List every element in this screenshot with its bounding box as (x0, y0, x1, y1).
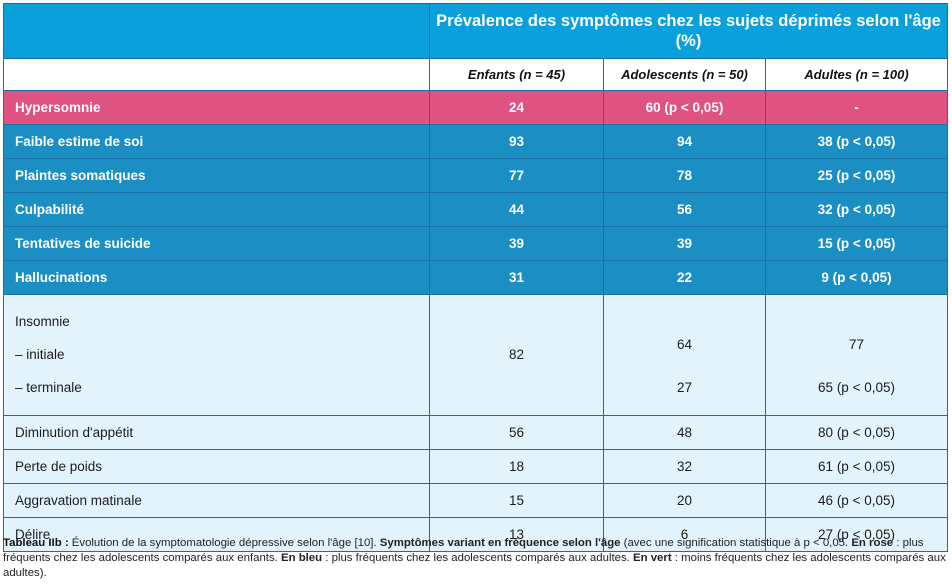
caption-bold-blue: En bleu (280, 552, 323, 564)
table-row-hypersomnie: Hypersomnie 24 60 (p < 0,05) - (3, 90, 949, 125)
insomnie-adu-terminale-value: 65 (p < 0,05) (818, 380, 895, 395)
column-header-adolescents: Adolescents (n = 50) (603, 58, 766, 91)
table-row-estime: Faible estime de soi 93 94 38 (p < 0,05) (3, 124, 949, 159)
cell-enfants: 39 (429, 226, 604, 261)
row-label: Faible estime de soi (3, 124, 430, 159)
cell-adolescents: 20 (603, 483, 766, 518)
row-label: Délire (3, 517, 430, 552)
cell-adultes: - (764, 90, 949, 125)
header-blank-cell (3, 3, 430, 59)
table-caption: Tableau IIb : Évolution de la symptomato… (3, 536, 947, 581)
insomnie-ado-initiale-value: 64 (676, 337, 693, 352)
cell-enfants: 31 (429, 260, 604, 295)
cell-enfants: 15 (429, 483, 604, 518)
cell-adolescents: 48 (603, 415, 766, 450)
insomnie-adu-initiale-value: 77 (849, 337, 865, 352)
cell-adolescents: 60 (p < 0,05) (603, 90, 766, 125)
insomnie-initiale-label: – initiale (15, 347, 65, 362)
symptom-table: Prévalence des symptômes chez les sujets… (3, 3, 949, 552)
caption-text-4: : plus fréquents chez les adolescents co… (322, 552, 633, 564)
cell-enfants: 56 (429, 415, 604, 450)
cell-adultes: 46 (p < 0,05) (764, 483, 949, 518)
table-row-plaintes: Plaintes somatiques 77 78 25 (p < 0,05) (3, 158, 949, 193)
cell-adolescents: 56 (603, 192, 766, 227)
caption-text-1: Évolution de la symptomatologie dépressi… (68, 537, 380, 549)
cell-adultes: 9 (p < 0,05) (764, 260, 949, 295)
caption-text-2: (avec une signification statistique à p … (620, 537, 852, 549)
caption-text-3: : plus fréquents chez les adolescents co… (3, 537, 924, 564)
row-label: Insomnie – initiale – terminale (3, 294, 430, 416)
cell-adolescents: 32 (603, 449, 766, 484)
caption-bold-green: En vert (633, 552, 672, 564)
cell-adultes: 27 (p < 0,05) (764, 517, 949, 552)
cell-adolescents: 6 (603, 517, 766, 552)
insomnie-terminale-label: – terminale (15, 380, 82, 395)
caption-bold-pink: En rose (851, 537, 894, 549)
row-label: Plaintes somatiques (3, 158, 430, 193)
row-label: Tentatives de suicide (3, 226, 430, 261)
cell-enfants: 18 (429, 449, 604, 484)
column-header-enfants: Enfants (n = 45) (429, 58, 604, 91)
table-row-culpabilite: Culpabilité 44 56 32 (p < 0,05) (3, 192, 949, 227)
table-row-appetit: Diminution d'appétit 56 48 80 (p < 0,05) (3, 415, 949, 450)
cell-enfants: 24 (429, 90, 604, 125)
column-header-adultes: Adultes (n = 100) (764, 58, 949, 91)
row-label: Hypersomnie (3, 90, 430, 125)
caption-title: Tableau IIb : (3, 537, 69, 549)
cell-adolescents: 78 (603, 158, 766, 193)
cell-adultes: 38 (p < 0,05) (764, 124, 949, 159)
subheader-blank-cell (3, 58, 430, 91)
cell-adultes: 32 (p < 0,05) (764, 192, 949, 227)
row-label: Hallucinations (3, 260, 430, 295)
caption-bold-1: Symptômes variant en fréquence selon l'â… (379, 537, 621, 549)
cell-adolescents: 94 (603, 124, 766, 159)
caption-text-5: : moins fréquents chez les adolescents c… (3, 552, 946, 579)
cell-adultes: 61 (p < 0,05) (764, 449, 949, 484)
cell-adolescents: 22 (603, 260, 766, 295)
insomnie-label: Insomnie (15, 314, 70, 329)
table-row-insomnie: Insomnie – initiale – terminale 82 64 27… (3, 294, 949, 416)
cell-adultes: 15 (p < 0,05) (764, 226, 949, 261)
cell-adultes: 77 65 (p < 0,05) (764, 294, 949, 416)
cell-enfants: 77 (429, 158, 604, 193)
insomnie-ado-terminale-value: 27 (676, 380, 693, 395)
table-row-poids: Perte de poids 18 32 61 (p < 0,05) (3, 449, 949, 484)
table-row-aggravation: Aggravation matinale 15 20 46 (p < 0,05) (3, 483, 949, 518)
cell-enfants: 44 (429, 192, 604, 227)
cell-adultes: 80 (p < 0,05) (764, 415, 949, 450)
row-label: Diminution d'appétit (3, 415, 430, 450)
cell-adolescents: 64 27 (603, 294, 766, 416)
cell-adultes: 25 (p < 0,05) (764, 158, 949, 193)
table-row-suicide: Tentatives de suicide 39 39 15 (p < 0,05… (3, 226, 949, 261)
table-title: Prévalence des symptômes chez les sujets… (428, 3, 949, 59)
insomnie-enfants-value: 82 (508, 347, 525, 362)
cell-enfants: 82 (429, 294, 604, 416)
table-row-hallucinations: Hallucinations 31 22 9 (p < 0,05) (3, 260, 949, 295)
cell-enfants: 93 (429, 124, 604, 159)
row-label: Culpabilité (3, 192, 430, 227)
row-label: Aggravation matinale (3, 483, 430, 518)
cell-adolescents: 39 (603, 226, 766, 261)
row-label: Perte de poids (3, 449, 430, 484)
table-row-delire: Délire 13 6 27 (p < 0,05) (3, 517, 949, 552)
